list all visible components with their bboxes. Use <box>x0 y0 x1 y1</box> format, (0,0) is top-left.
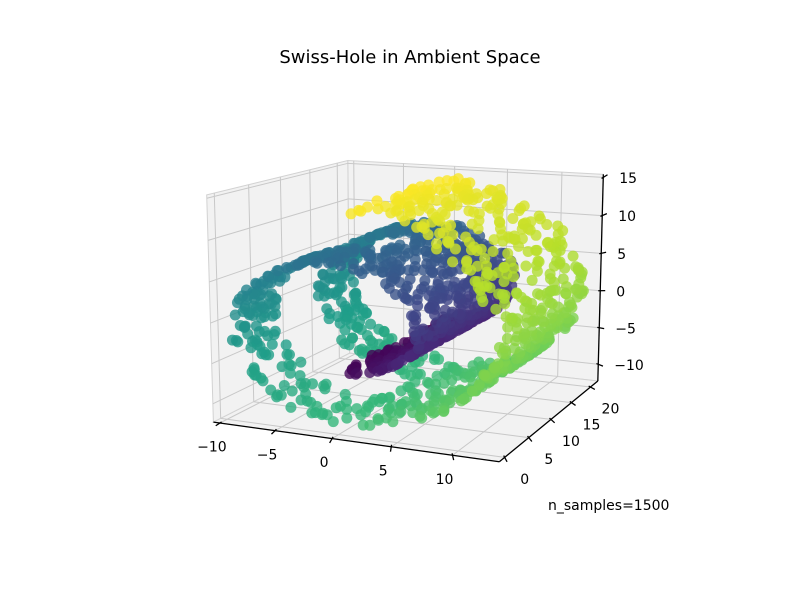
sample-count-annotation: n_samples=1500 <box>548 498 670 514</box>
plot-title: Swiss-Hole in Ambient Space <box>279 47 541 68</box>
